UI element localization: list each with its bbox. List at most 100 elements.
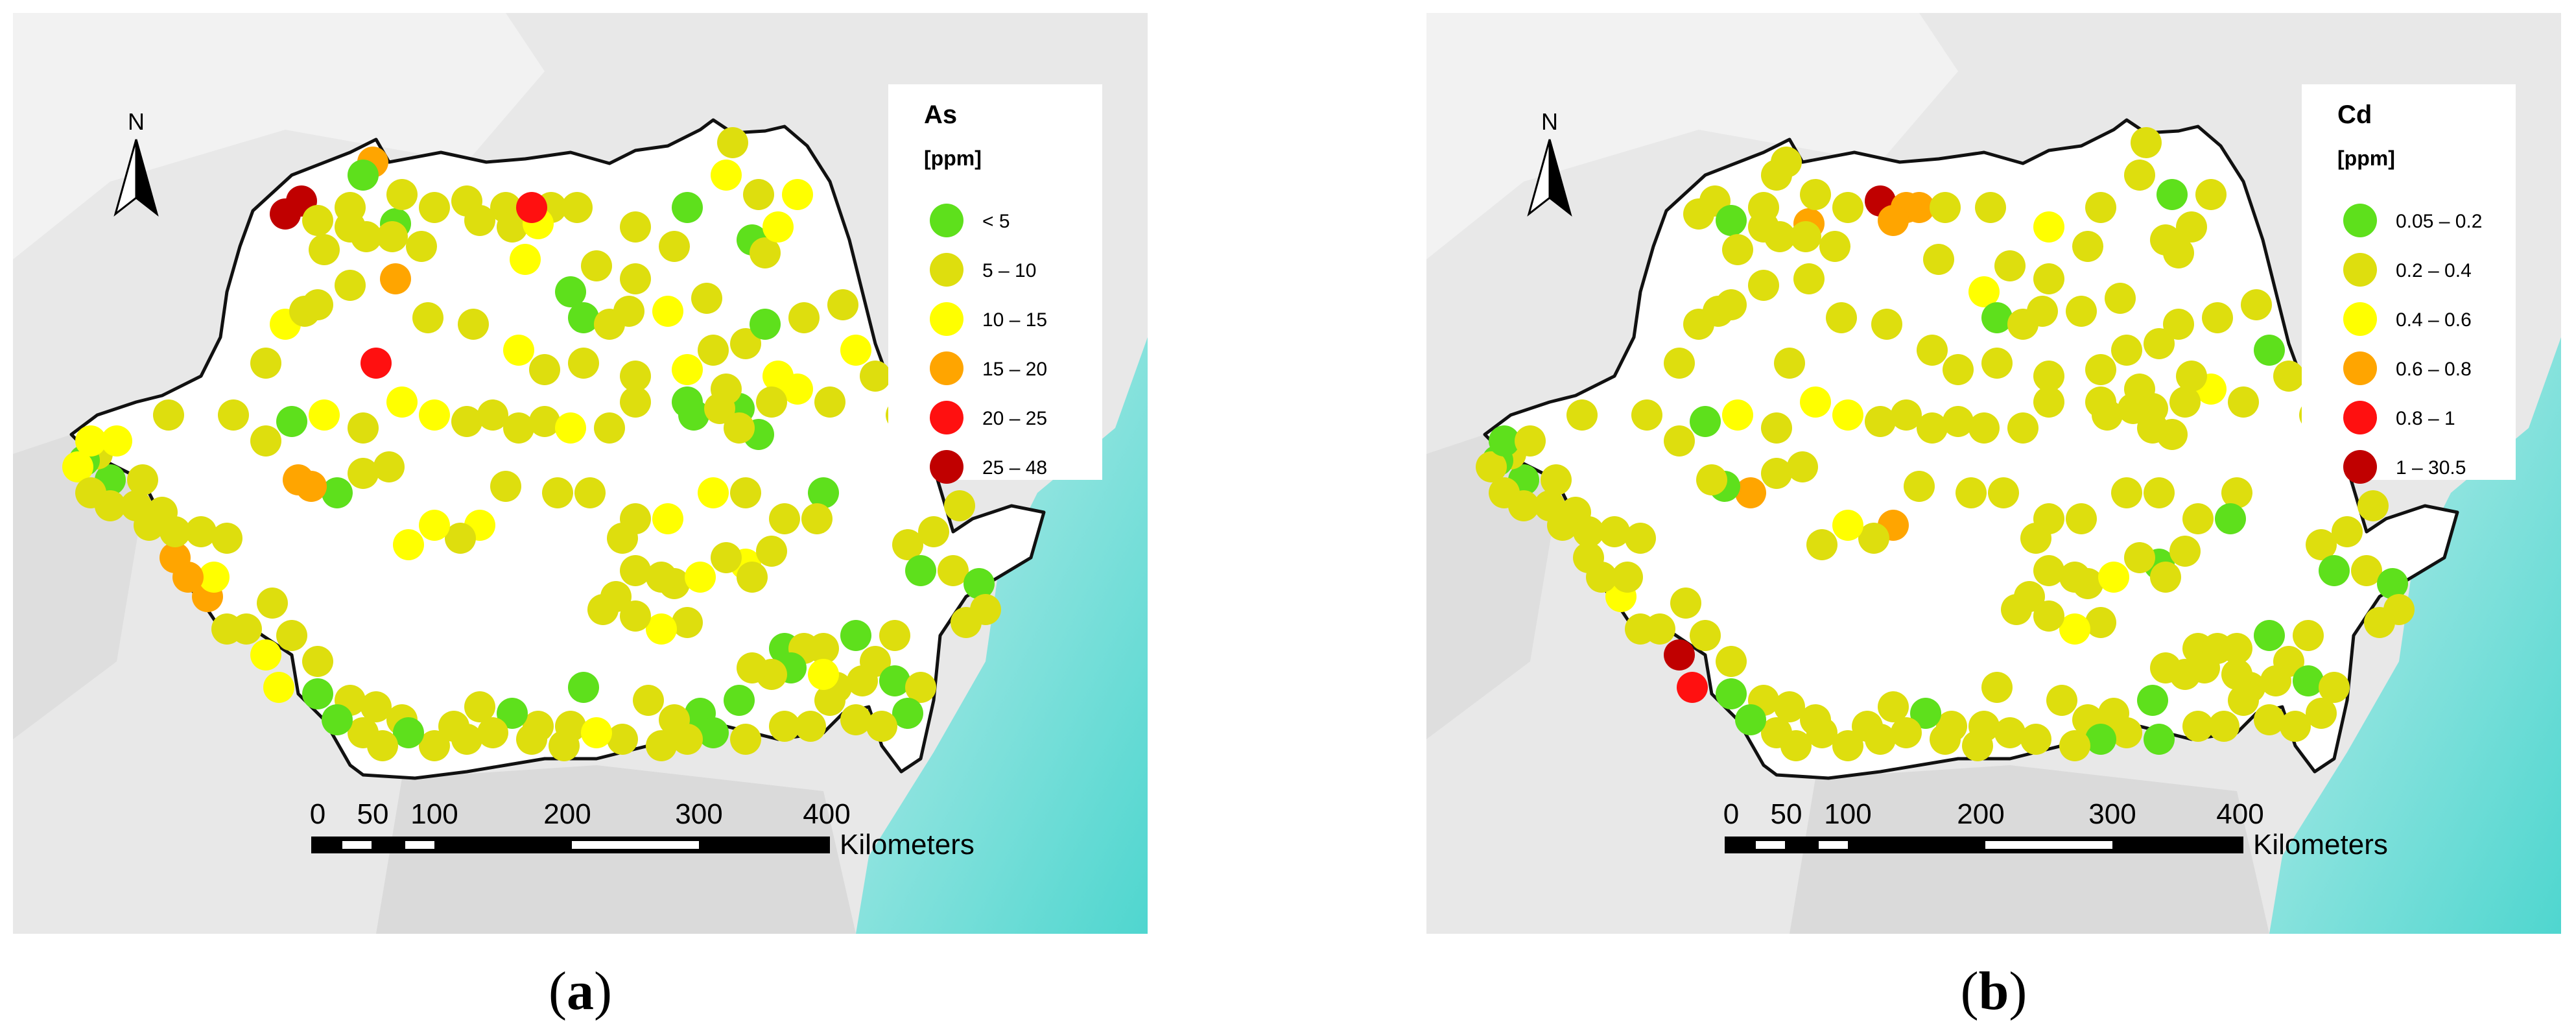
sample-point xyxy=(2046,685,2077,716)
sample-point xyxy=(2182,711,2214,742)
scale-bar-unit: Kilometers xyxy=(2253,829,2388,861)
legend-title: As xyxy=(924,101,957,129)
sample-point xyxy=(2254,704,2285,735)
sample-point xyxy=(185,516,217,547)
sample-point xyxy=(1541,464,1572,495)
sample-point xyxy=(1664,348,1695,379)
sample-point xyxy=(717,127,748,158)
legend-label: < 5 xyxy=(982,211,1010,232)
sample-point xyxy=(2098,562,2129,593)
sample-point xyxy=(348,458,379,489)
sample-point xyxy=(581,717,612,748)
sample-point xyxy=(2092,399,2123,431)
sample-point xyxy=(2163,309,2194,340)
sample-point xyxy=(1819,231,1850,262)
sample-point xyxy=(2033,211,2064,243)
sample-point xyxy=(510,244,541,275)
sample-point xyxy=(1956,477,1987,508)
black-sea xyxy=(2269,337,2561,934)
sample-point xyxy=(1735,704,1766,735)
sample-point xyxy=(620,263,651,294)
sample-point xyxy=(160,516,191,547)
sample-point xyxy=(1981,348,2013,379)
legend-a: As [ppm] < 5 5 – 10 10 – 15 15 – 20 20 – 25 2… xyxy=(888,84,1102,484)
sample-point xyxy=(698,477,729,508)
sample-point xyxy=(750,309,781,340)
sample-point xyxy=(419,730,450,761)
legend-swatch xyxy=(930,450,963,484)
sample-point xyxy=(594,412,625,444)
sample-point xyxy=(2059,562,2090,593)
sample-point xyxy=(2033,600,2064,632)
sample-point xyxy=(879,620,910,651)
sample-point xyxy=(762,361,794,392)
sample-point xyxy=(458,309,489,340)
sample-point xyxy=(1716,646,1747,677)
sample-point xyxy=(2059,613,2090,645)
sample-point xyxy=(1735,477,1766,508)
sample-point xyxy=(1800,386,1831,418)
sample-point xyxy=(963,568,995,599)
sample-point xyxy=(1917,335,1948,366)
legend-title: Cd xyxy=(2337,101,2372,129)
sample-point xyxy=(620,600,651,632)
sample-point xyxy=(808,633,839,664)
sample-point xyxy=(2293,620,2324,651)
sample-point xyxy=(659,231,690,262)
legend-box xyxy=(2302,84,2516,480)
sample-point xyxy=(2150,562,2181,593)
sample-point xyxy=(756,386,787,418)
sample-point xyxy=(335,270,366,301)
sample-point xyxy=(2066,503,2097,534)
sample-point xyxy=(2195,179,2227,210)
sample-point xyxy=(2319,555,2350,586)
sample-point xyxy=(1891,717,1922,748)
sample-point xyxy=(302,205,333,236)
sample-point xyxy=(1871,309,1902,340)
sample-point xyxy=(1566,399,1598,431)
sample-point xyxy=(782,179,813,210)
scale-bar-segment xyxy=(1985,841,2112,849)
sample-point xyxy=(2221,633,2252,664)
sample-point xyxy=(2007,412,2038,444)
legend-label: 0.2 – 0.4 xyxy=(2396,260,2472,281)
scale-bar-tick-label: 400 xyxy=(803,798,850,830)
sample-point xyxy=(646,613,677,645)
sample-point xyxy=(1670,588,1701,619)
legend-swatch xyxy=(930,401,963,434)
sample-point xyxy=(348,160,379,191)
sample-point xyxy=(1716,678,1747,709)
sample-point xyxy=(2085,192,2116,223)
sample-point xyxy=(879,665,910,696)
sample-point xyxy=(283,464,314,495)
sample-point xyxy=(1943,406,1974,437)
sample-point xyxy=(1910,698,1941,729)
sample-point xyxy=(620,361,651,392)
sample-point xyxy=(711,160,742,191)
sample-point xyxy=(490,471,521,502)
legend-swatch xyxy=(2343,351,2377,385)
sample-point xyxy=(737,562,768,593)
sample-point xyxy=(892,529,923,560)
sample-point xyxy=(1975,192,2006,223)
sample-point xyxy=(2306,698,2337,729)
sample-point xyxy=(827,289,858,320)
sample-point xyxy=(250,348,281,379)
sample-point xyxy=(1761,412,1792,444)
scale-bar: 0 50 100 200 300 400 Kilometers xyxy=(1723,798,2388,861)
sample-point xyxy=(497,211,528,243)
sample-point xyxy=(2280,711,2311,742)
sample-point xyxy=(1716,289,1747,320)
sample-point xyxy=(250,425,281,457)
sample-point xyxy=(1806,717,1837,748)
sample-point xyxy=(2033,386,2064,418)
sample-point xyxy=(2085,354,2116,385)
legend-label: 0.05 – 0.2 xyxy=(2396,211,2482,232)
sample-point xyxy=(2377,568,2408,599)
sample-point xyxy=(2033,555,2064,586)
legend-label: 20 – 25 xyxy=(982,408,1047,429)
sample-point xyxy=(153,399,184,431)
sample-point xyxy=(2066,296,2097,327)
sample-point xyxy=(211,613,242,645)
legend-unit: [ppm] xyxy=(924,147,982,170)
